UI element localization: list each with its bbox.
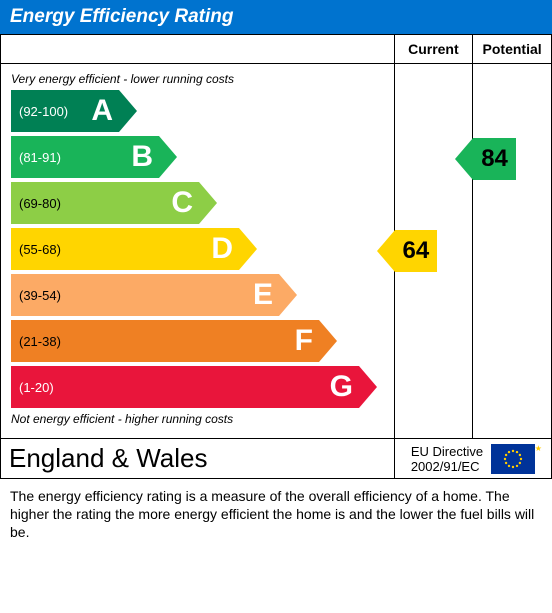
band-letter-c: C — [171, 182, 193, 224]
band-chevron-f — [319, 320, 337, 362]
band-bar-b: (81-91) B — [11, 136, 159, 178]
band-letter-b: B — [131, 136, 153, 178]
directive-line1: EU Directive — [411, 444, 483, 459]
band-row-a: (92-100) A — [11, 90, 384, 132]
epc-table: Current Potential Very energy efficient … — [0, 34, 552, 479]
potential-cell: 84 — [473, 64, 552, 439]
bands-cell: Very energy efficient - lower running co… — [1, 64, 395, 439]
band-chevron-d — [239, 228, 257, 270]
band-row-c: (69-80) C — [11, 182, 384, 224]
band-row-f: (21-38) F — [11, 320, 384, 362]
band-row-b: (81-91) B — [11, 136, 384, 178]
band-bar-d: (55-68) D — [11, 228, 239, 270]
band-chevron-g — [359, 366, 377, 408]
current-arrow: 64 — [377, 230, 438, 272]
band-row-g: (1-20) G — [11, 366, 384, 408]
header-blank — [1, 35, 395, 64]
band-letter-a: A — [91, 90, 113, 132]
band-chevron-e — [279, 274, 297, 316]
band-bar-g: (1-20) G — [11, 366, 359, 408]
directive-cell: EU Directive 2002/91/EC — [394, 439, 551, 479]
band-letter-d: D — [211, 228, 233, 270]
potential-value: 84 — [473, 138, 516, 180]
current-value: 64 — [395, 230, 438, 272]
band-range-b: (81-91) — [11, 150, 61, 165]
region-label: England & Wales — [1, 439, 395, 479]
band-range-a: (92-100) — [11, 104, 68, 119]
band-range-e: (39-54) — [11, 288, 61, 303]
band-range-g: (1-20) — [11, 380, 54, 395]
band-letter-g: G — [330, 366, 353, 408]
eu-flag-icon — [491, 444, 535, 474]
potential-arrow: 84 — [455, 138, 516, 180]
description-text: The energy efficiency rating is a measur… — [0, 479, 552, 550]
header-potential: Potential — [473, 35, 552, 64]
band-bar-f: (21-38) F — [11, 320, 319, 362]
current-arrow-chevron — [377, 230, 395, 272]
band-range-d: (55-68) — [11, 242, 61, 257]
potential-arrow-chevron — [455, 138, 473, 180]
band-chevron-a — [119, 90, 137, 132]
band-bar-c: (69-80) C — [11, 182, 199, 224]
band-range-c: (69-80) — [11, 196, 61, 211]
top-note: Very energy efficient - lower running co… — [11, 72, 384, 86]
directive-line2: 2002/91/EC — [411, 459, 480, 474]
band-bar-e: (39-54) E — [11, 274, 279, 316]
band-range-f: (21-38) — [11, 334, 61, 349]
title-bar: Energy Efficiency Rating — [0, 0, 552, 34]
band-bar-a: (92-100) A — [11, 90, 119, 132]
band-letter-f: F — [295, 320, 313, 362]
band-row-e: (39-54) E — [11, 274, 384, 316]
current-cell: 64 — [394, 64, 473, 439]
band-chevron-c — [199, 182, 217, 224]
bottom-note: Not energy efficient - higher running co… — [11, 412, 384, 426]
bars-container: (92-100)A(81-91)B(69-80)C(55-68)D(39-54)… — [11, 90, 384, 408]
band-chevron-b — [159, 136, 177, 178]
band-row-d: (55-68) D — [11, 228, 384, 270]
header-current: Current — [394, 35, 473, 64]
band-letter-e: E — [253, 274, 273, 316]
